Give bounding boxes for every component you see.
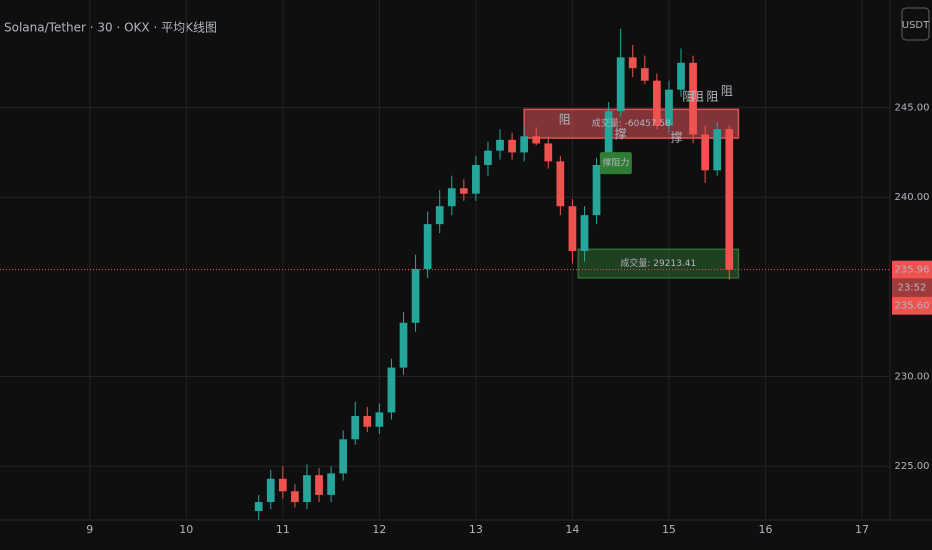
candle-body (339, 439, 348, 474)
zone-label: 成交量: 29213.41 (620, 257, 696, 269)
candle-body (689, 62, 697, 135)
candle-body (568, 206, 577, 252)
currency-button[interactable] (901, 7, 930, 41)
candle-body (459, 188, 468, 194)
candle-body (520, 136, 529, 153)
volume-zone (523, 108, 740, 139)
candle-body (556, 161, 565, 207)
candle-body (616, 57, 625, 112)
annotation: 撑阻力 (602, 157, 629, 169)
annotation: 撑 (615, 126, 627, 141)
candle-body (399, 322, 408, 368)
x-tick-label: 12 (372, 523, 386, 536)
x-tick-label: 17 (855, 523, 869, 536)
candle-body (266, 478, 275, 503)
x-tick-label: 11 (276, 523, 290, 536)
price-badge (892, 278, 932, 297)
candle-body (713, 129, 722, 171)
candle-body (435, 206, 444, 225)
y-tick-label: 240.00 (895, 192, 930, 203)
x-tick-label: 13 (469, 523, 483, 536)
last-price-badge (892, 260, 932, 279)
volume-zone (577, 248, 740, 279)
annotation: 阻 (721, 84, 733, 98)
price-badge-label: 23:52 (898, 283, 927, 294)
candle-body (628, 57, 637, 69)
last-price-label: 235.96 (895, 265, 930, 276)
candle-body (278, 478, 287, 492)
x-tick-label: 16 (758, 523, 772, 536)
annotation: 阻 (706, 89, 718, 103)
candle-body (291, 491, 299, 503)
candle-body (665, 89, 673, 126)
y-tick-label: 245.00 (895, 103, 930, 114)
candle-body (592, 164, 601, 216)
annotation-box (599, 152, 632, 175)
price-badge (892, 296, 932, 315)
x-tick-label: 10 (179, 523, 193, 536)
candle-body (484, 150, 492, 165)
annotation: 阻 (559, 113, 571, 127)
candle-body (315, 475, 323, 495)
candle-body (447, 188, 456, 207)
candle-body (496, 139, 504, 151)
x-tick-label: 14 (565, 523, 579, 536)
candle-body (725, 129, 734, 270)
candle-body (640, 68, 649, 81)
symbol-title: Solana/Tether · 30 · OKX · 平均K线图 (4, 21, 217, 35)
candle-body (363, 416, 372, 427)
candle-body (701, 134, 710, 171)
x-tick-label: 15 (662, 523, 676, 536)
candle-body (254, 502, 263, 512)
candle-body (653, 80, 661, 126)
candle-body (411, 268, 420, 323)
annotation: 阻 (692, 89, 704, 103)
currency-label[interactable]: USDT (902, 20, 930, 31)
price-badge-label: 235.60 (895, 301, 930, 312)
candle-body (387, 367, 396, 413)
annotation: 阻 (682, 89, 694, 103)
candle-body (303, 475, 311, 503)
candle-body (677, 62, 685, 90)
candle-body (508, 139, 516, 153)
y-tick-label: 230.00 (895, 372, 930, 383)
x-tick-label: 9 (86, 523, 93, 536)
candle-body (604, 111, 613, 165)
annotation: 撑 (671, 130, 683, 145)
candle-body (375, 412, 384, 427)
plot-area: 9 10 11 12 13 14 15 16 17 225.00 230.00 240.00 245.0… (0, 0, 930, 536)
zone-label: 成交量: -60457.58 (592, 117, 671, 129)
candle-body (327, 473, 335, 495)
candle-body (580, 215, 589, 252)
candle-body (351, 416, 360, 440)
candle-body (532, 136, 541, 144)
candle-body (472, 164, 480, 194)
candle-body (544, 143, 553, 162)
candle-body (423, 224, 432, 269)
y-tick-label: 225.00 (895, 461, 930, 472)
